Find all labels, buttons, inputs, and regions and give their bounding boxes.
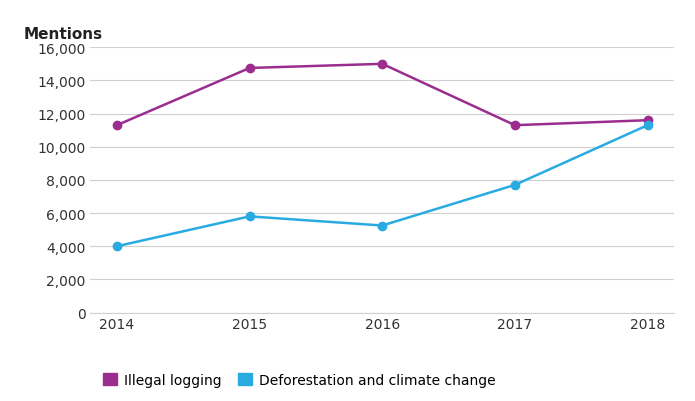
Text: Mentions: Mentions [23,27,102,42]
Legend: Illegal logging, Deforestation and climate change: Illegal logging, Deforestation and clima… [97,367,501,393]
